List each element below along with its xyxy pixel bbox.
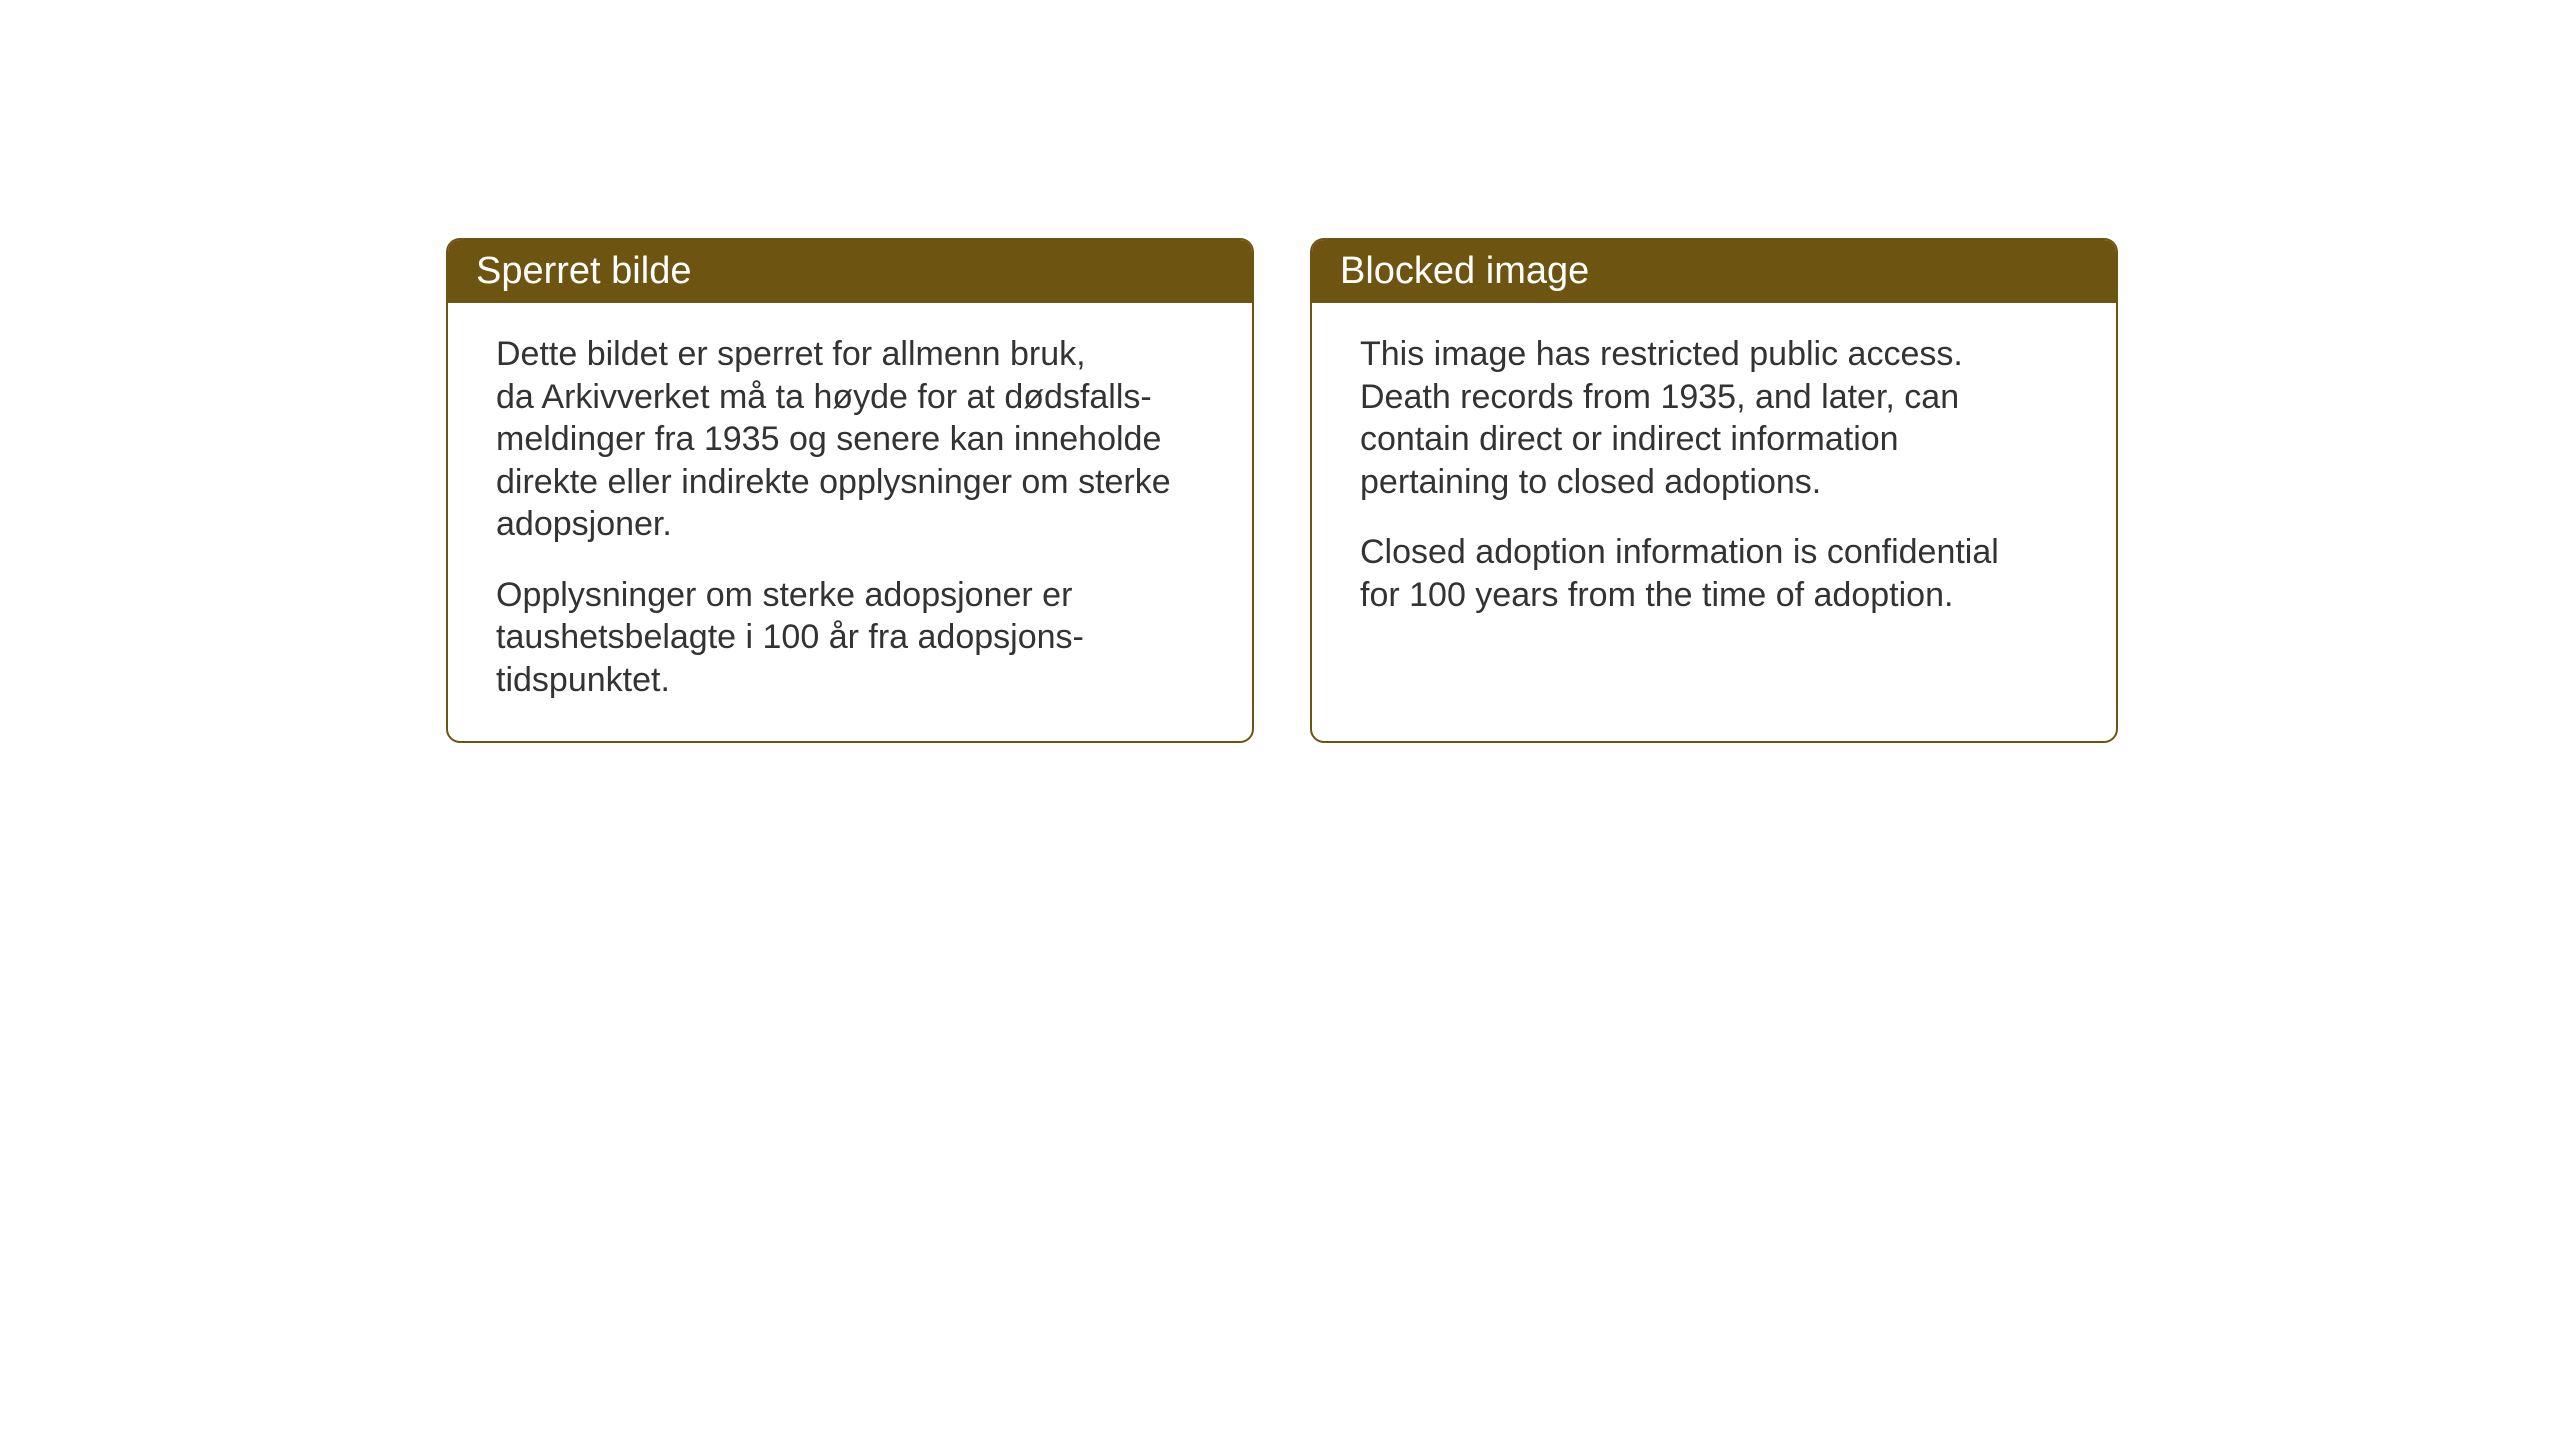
norwegian-notice-box: Sperret bilde Dette bildet er sperret fo…	[446, 238, 1254, 743]
text-line: Opplysninger om sterke adopsjoner er	[496, 574, 1204, 617]
text-line: Dette bildet er sperret for allmenn bruk…	[496, 333, 1204, 376]
notice-container: Sperret bilde Dette bildet er sperret fo…	[446, 238, 2118, 743]
text-line: meldinger fra 1935 og senere kan innehol…	[496, 418, 1204, 461]
norwegian-notice-body: Dette bildet er sperret for allmenn bruk…	[448, 303, 1252, 741]
english-notice-box: Blocked image This image has restricted …	[1310, 238, 2118, 743]
text-line: for 100 years from the time of adoption.	[1360, 574, 2068, 617]
norwegian-notice-title: Sperret bilde	[448, 240, 1252, 303]
english-notice-body: This image has restricted public access.…	[1312, 303, 2116, 656]
text-line: da Arkivverket må ta høyde for at dødsfa…	[496, 376, 1204, 419]
english-paragraph-1: This image has restricted public access.…	[1360, 333, 2068, 503]
text-line: adopsjoner.	[496, 503, 1204, 546]
text-line: pertaining to closed adoptions.	[1360, 461, 2068, 504]
english-paragraph-2: Closed adoption information is confident…	[1360, 531, 2068, 616]
norwegian-paragraph-2: Opplysninger om sterke adopsjoner er tau…	[496, 574, 1204, 702]
text-line: This image has restricted public access.	[1360, 333, 2068, 376]
text-line: Closed adoption information is confident…	[1360, 531, 2068, 574]
english-notice-title: Blocked image	[1312, 240, 2116, 303]
norwegian-paragraph-1: Dette bildet er sperret for allmenn bruk…	[496, 333, 1204, 546]
text-line: tidspunktet.	[496, 659, 1204, 702]
text-line: Death records from 1935, and later, can	[1360, 376, 2068, 419]
text-line: direkte eller indirekte opplysninger om …	[496, 461, 1204, 504]
text-line: taushetsbelagte i 100 år fra adopsjons-	[496, 616, 1204, 659]
text-line: contain direct or indirect information	[1360, 418, 2068, 461]
